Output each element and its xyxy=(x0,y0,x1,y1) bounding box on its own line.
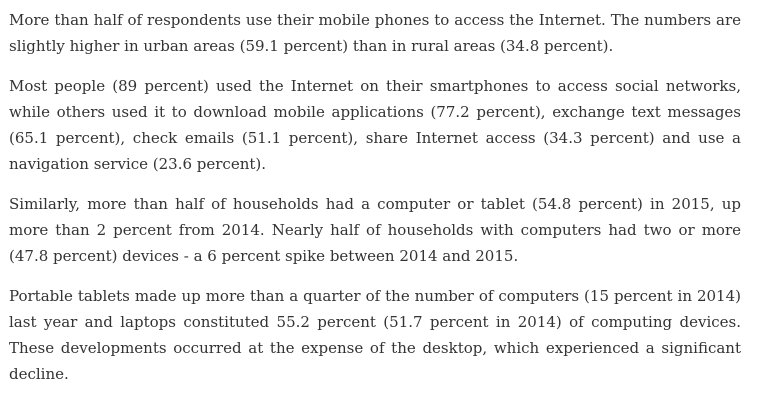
paragraph-household-computers: Similarly, more than half of households … xyxy=(9,195,741,265)
paragraph-smartphone-activities: Most people (89 percent) used the Intern… xyxy=(9,77,741,173)
paragraph-mobile-internet-use: More than half of respondents use their … xyxy=(9,11,741,55)
paragraph-tablets-laptops: Portable tablets made up more than a qua… xyxy=(9,287,741,383)
article-body: More than half of respondents use their … xyxy=(9,11,741,383)
